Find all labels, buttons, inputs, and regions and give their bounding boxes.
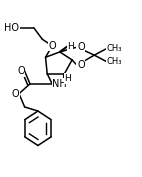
Text: O: O: [48, 41, 56, 51]
Text: O: O: [11, 89, 19, 99]
Text: NH: NH: [52, 79, 67, 89]
Text: O: O: [17, 66, 25, 76]
Text: O: O: [77, 60, 85, 70]
Text: H: H: [64, 74, 71, 83]
Text: H: H: [67, 42, 74, 51]
Text: CH₃: CH₃: [107, 44, 122, 53]
Text: O: O: [77, 42, 85, 52]
Text: CH₃: CH₃: [107, 57, 122, 66]
Text: HO: HO: [4, 23, 19, 33]
